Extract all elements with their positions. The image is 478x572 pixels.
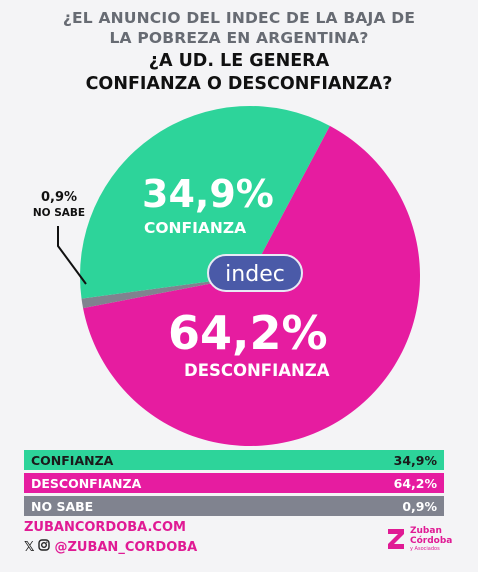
row-label: DESCONFIANZA <box>31 475 142 491</box>
x-icon[interactable]: 𝕏 <box>24 539 35 555</box>
brand-mark-icon <box>388 529 404 549</box>
brand-name-3: y Asociados <box>410 546 440 552</box>
table-row: DESCONFIANZA 64,2% <box>24 473 444 493</box>
header-subquestion: ¿A UD. LE GENERA CONFIANZA O DESCONFIANZ… <box>0 50 478 96</box>
table-row: NO SABE 0,9% <box>24 496 444 516</box>
brand-name-2: Córdoba <box>410 536 453 546</box>
header-question: ¿EL ANUNCIO DEL INDEC DE LA BAJA DE LA P… <box>0 8 478 48</box>
header-line-2: LA POBREZA EN ARGENTINA? <box>109 29 369 47</box>
website-link[interactable]: ZUBANCORDOBA.COM <box>24 520 186 535</box>
slice-no-sabe <box>81 276 250 309</box>
slice-confianza <box>80 105 330 299</box>
slice-label-confianza: CONFIANZA <box>144 219 247 237</box>
instagram-icon[interactable] <box>38 539 51 555</box>
row-label: CONFIANZA <box>31 452 114 468</box>
slice-value-no-sabe: 0,9% <box>40 190 78 205</box>
brand-name-1: Zuban <box>410 526 442 536</box>
slice-label-desconfianza: DESCONFIANZA <box>184 361 330 380</box>
slice-value-desconfianza: 64,2% <box>168 306 328 360</box>
indec-logo: indec <box>207 254 303 292</box>
zuban-cordoba-logo: Zuban Córdoba y Asociados <box>386 526 452 552</box>
social-handle-row: 𝕏 @ZUBAN_CORDOBA <box>24 539 197 555</box>
row-value: 64,2% <box>393 475 437 491</box>
header-line-4: CONFIANZA O DESCONFIANZA? <box>85 74 393 94</box>
slice-value-confianza: 34,9% <box>142 172 274 216</box>
row-label: NO SABE <box>31 498 94 514</box>
no-sabe-leader-line <box>57 226 87 285</box>
results-table: CONFIANZA 34,9% DESCONFIANZA 64,2% NO SA… <box>24 450 444 519</box>
row-value: 0,9% <box>402 498 437 514</box>
slice-label-no-sabe: NO SABE <box>32 207 86 219</box>
row-value: 34,9% <box>393 452 437 468</box>
table-row: CONFIANZA 34,9% <box>24 450 444 470</box>
header-line-3: ¿A UD. LE GENERA <box>148 51 330 71</box>
social-handle[interactable]: @ZUBAN_CORDOBA <box>54 539 198 555</box>
header-line-1: ¿EL ANUNCIO DEL INDEC DE LA BAJA DE <box>62 9 416 27</box>
